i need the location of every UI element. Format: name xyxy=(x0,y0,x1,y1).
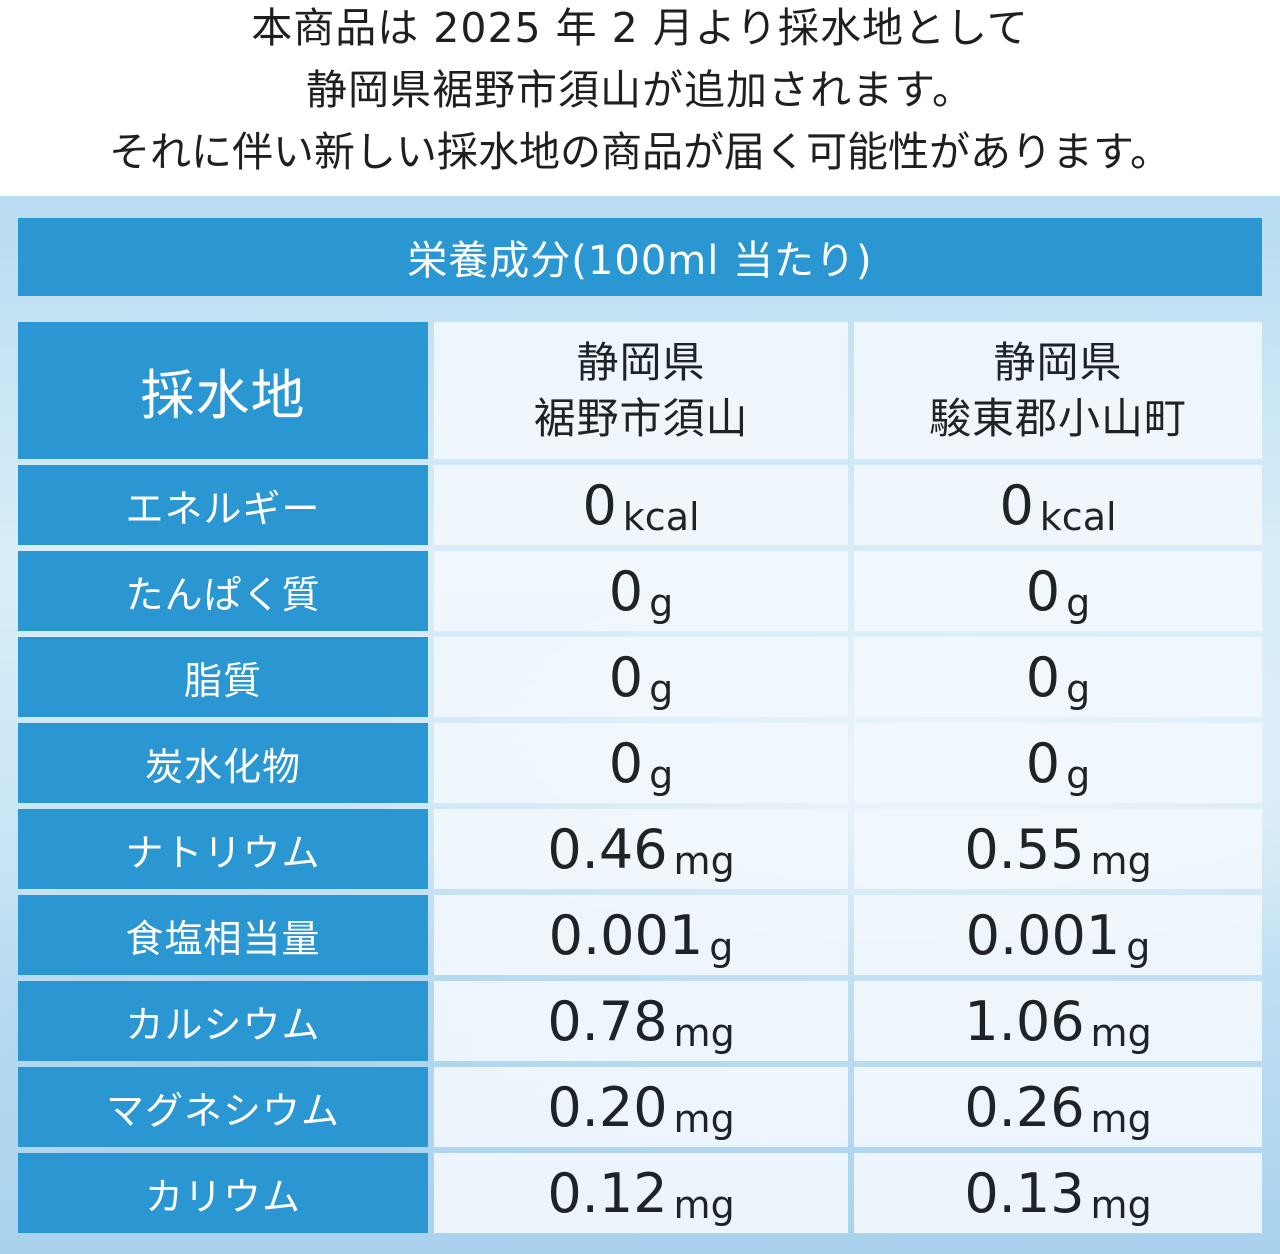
value-cell: 0.46 mg xyxy=(434,809,848,889)
table-row: ナトリウム 0.46 mg 0.55 mg xyxy=(18,809,1262,889)
nutrition-title: 栄養成分(100ml 当たり) xyxy=(407,238,873,284)
value-unit: mg xyxy=(673,838,735,883)
value-unit: mg xyxy=(1090,838,1152,883)
value-number: 0 xyxy=(608,559,644,623)
value-cell: 0.001 g xyxy=(854,895,1262,975)
table-row: カリウム 0.12 mg 0.13 mg xyxy=(18,1153,1262,1233)
row-label: 炭水化物 xyxy=(18,723,428,803)
notice-line-3: それに伴い新しい採水地の商品が届く可能性があります。 xyxy=(109,128,1171,176)
nutrition-title-bar: 栄養成分(100ml 当たり) xyxy=(18,218,1262,296)
value-number: 0.55 xyxy=(964,817,1085,881)
value-unit: g xyxy=(1066,580,1091,625)
value-number: 0 xyxy=(1025,559,1061,623)
value-unit: g xyxy=(1126,924,1151,969)
value-number: 0.78 xyxy=(547,989,668,1053)
row-label: 脂質 xyxy=(18,637,428,717)
table-row: マグネシウム 0.20 mg 0.26 mg xyxy=(18,1067,1262,1147)
value-number: 0 xyxy=(1025,731,1061,795)
value-unit: g xyxy=(1066,752,1091,797)
value-number: 0 xyxy=(608,645,644,709)
source-label: 採水地 xyxy=(140,364,306,427)
row-label: カルシウム xyxy=(18,981,428,1061)
value-unit: g xyxy=(709,924,734,969)
value-unit: mg xyxy=(1090,1182,1152,1227)
value-unit: g xyxy=(649,580,674,625)
source-oyama-town: 駿東郡小山町 xyxy=(928,393,1187,443)
value-number: 0.26 xyxy=(964,1075,1085,1139)
value-unit: mg xyxy=(1090,1096,1152,1141)
value-cell: 0.20 mg xyxy=(434,1067,848,1147)
value-unit: g xyxy=(1066,666,1091,711)
value-number: 0 xyxy=(608,731,644,795)
value-unit: g xyxy=(649,752,674,797)
value-unit: g xyxy=(649,666,674,711)
row-label: カリウム xyxy=(18,1153,428,1233)
value-cell: 0.13 mg xyxy=(854,1153,1262,1233)
value-unit: mg xyxy=(673,1096,735,1141)
value-number: 0 xyxy=(999,473,1034,537)
table-row: カルシウム 0.78 mg 1.06 mg xyxy=(18,981,1262,1061)
source-susono-prefecture: 静岡県 xyxy=(576,337,706,387)
table-row: 食塩相当量 0.001 g 0.001 g xyxy=(18,895,1262,975)
value-number: 1.06 xyxy=(964,989,1085,1053)
value-unit: kcal xyxy=(622,494,700,539)
source-oyama-prefecture: 静岡県 xyxy=(993,337,1123,387)
value-cell: 0.78 mg xyxy=(434,981,848,1061)
value-number: 0.13 xyxy=(964,1161,1085,1225)
value-cell: 0.55 mg xyxy=(854,809,1262,889)
value-unit: kcal xyxy=(1039,494,1117,539)
notice-section: 本商品は 2025 年 2 月より採水地として 静岡県裾野市須山が追加されます。… xyxy=(0,0,1280,196)
value-unit: mg xyxy=(673,1010,735,1055)
value-cell: 0 kcal xyxy=(854,465,1262,545)
source-label-cell: 採水地 xyxy=(18,322,428,459)
value-unit: mg xyxy=(1090,1010,1152,1055)
value-number: 0.001 xyxy=(965,903,1121,967)
value-number: 0.12 xyxy=(547,1161,668,1225)
value-number: 0.001 xyxy=(548,903,704,967)
value-cell: 0.12 mg xyxy=(434,1153,848,1233)
row-label: ナトリウム xyxy=(18,809,428,889)
row-label: 食塩相当量 xyxy=(18,895,428,975)
value-cell: 0.26 mg xyxy=(854,1067,1262,1147)
value-number: 0 xyxy=(1025,645,1061,709)
source-susono-cell: 静岡県 裾野市須山 xyxy=(434,322,848,459)
value-number: 0 xyxy=(582,473,617,537)
table-row: エネルギー 0 kcal 0 kcal xyxy=(18,465,1262,545)
row-label: マグネシウム xyxy=(18,1067,428,1147)
value-cell: 0 kcal xyxy=(434,465,848,545)
source-oyama-cell: 静岡県 駿東郡小山町 xyxy=(854,322,1262,459)
notice-line-2: 静岡県裾野市須山が追加されます。 xyxy=(306,66,974,114)
value-number: 0.46 xyxy=(547,817,668,881)
table-header-row: 採水地 静岡県 裾野市須山 静岡県 駿東郡小山町 xyxy=(18,322,1262,459)
source-susono-city: 裾野市須山 xyxy=(533,393,749,443)
value-cell: 1.06 mg xyxy=(854,981,1262,1061)
row-label: エネルギー xyxy=(18,465,428,545)
value-cell: 0.001 g xyxy=(434,895,848,975)
notice-line-1: 本商品は 2025 年 2 月より採水地として xyxy=(251,4,1029,52)
value-number: 0.20 xyxy=(547,1075,668,1139)
value-unit: mg xyxy=(673,1182,735,1227)
row-label: たんぱく質 xyxy=(18,551,428,631)
